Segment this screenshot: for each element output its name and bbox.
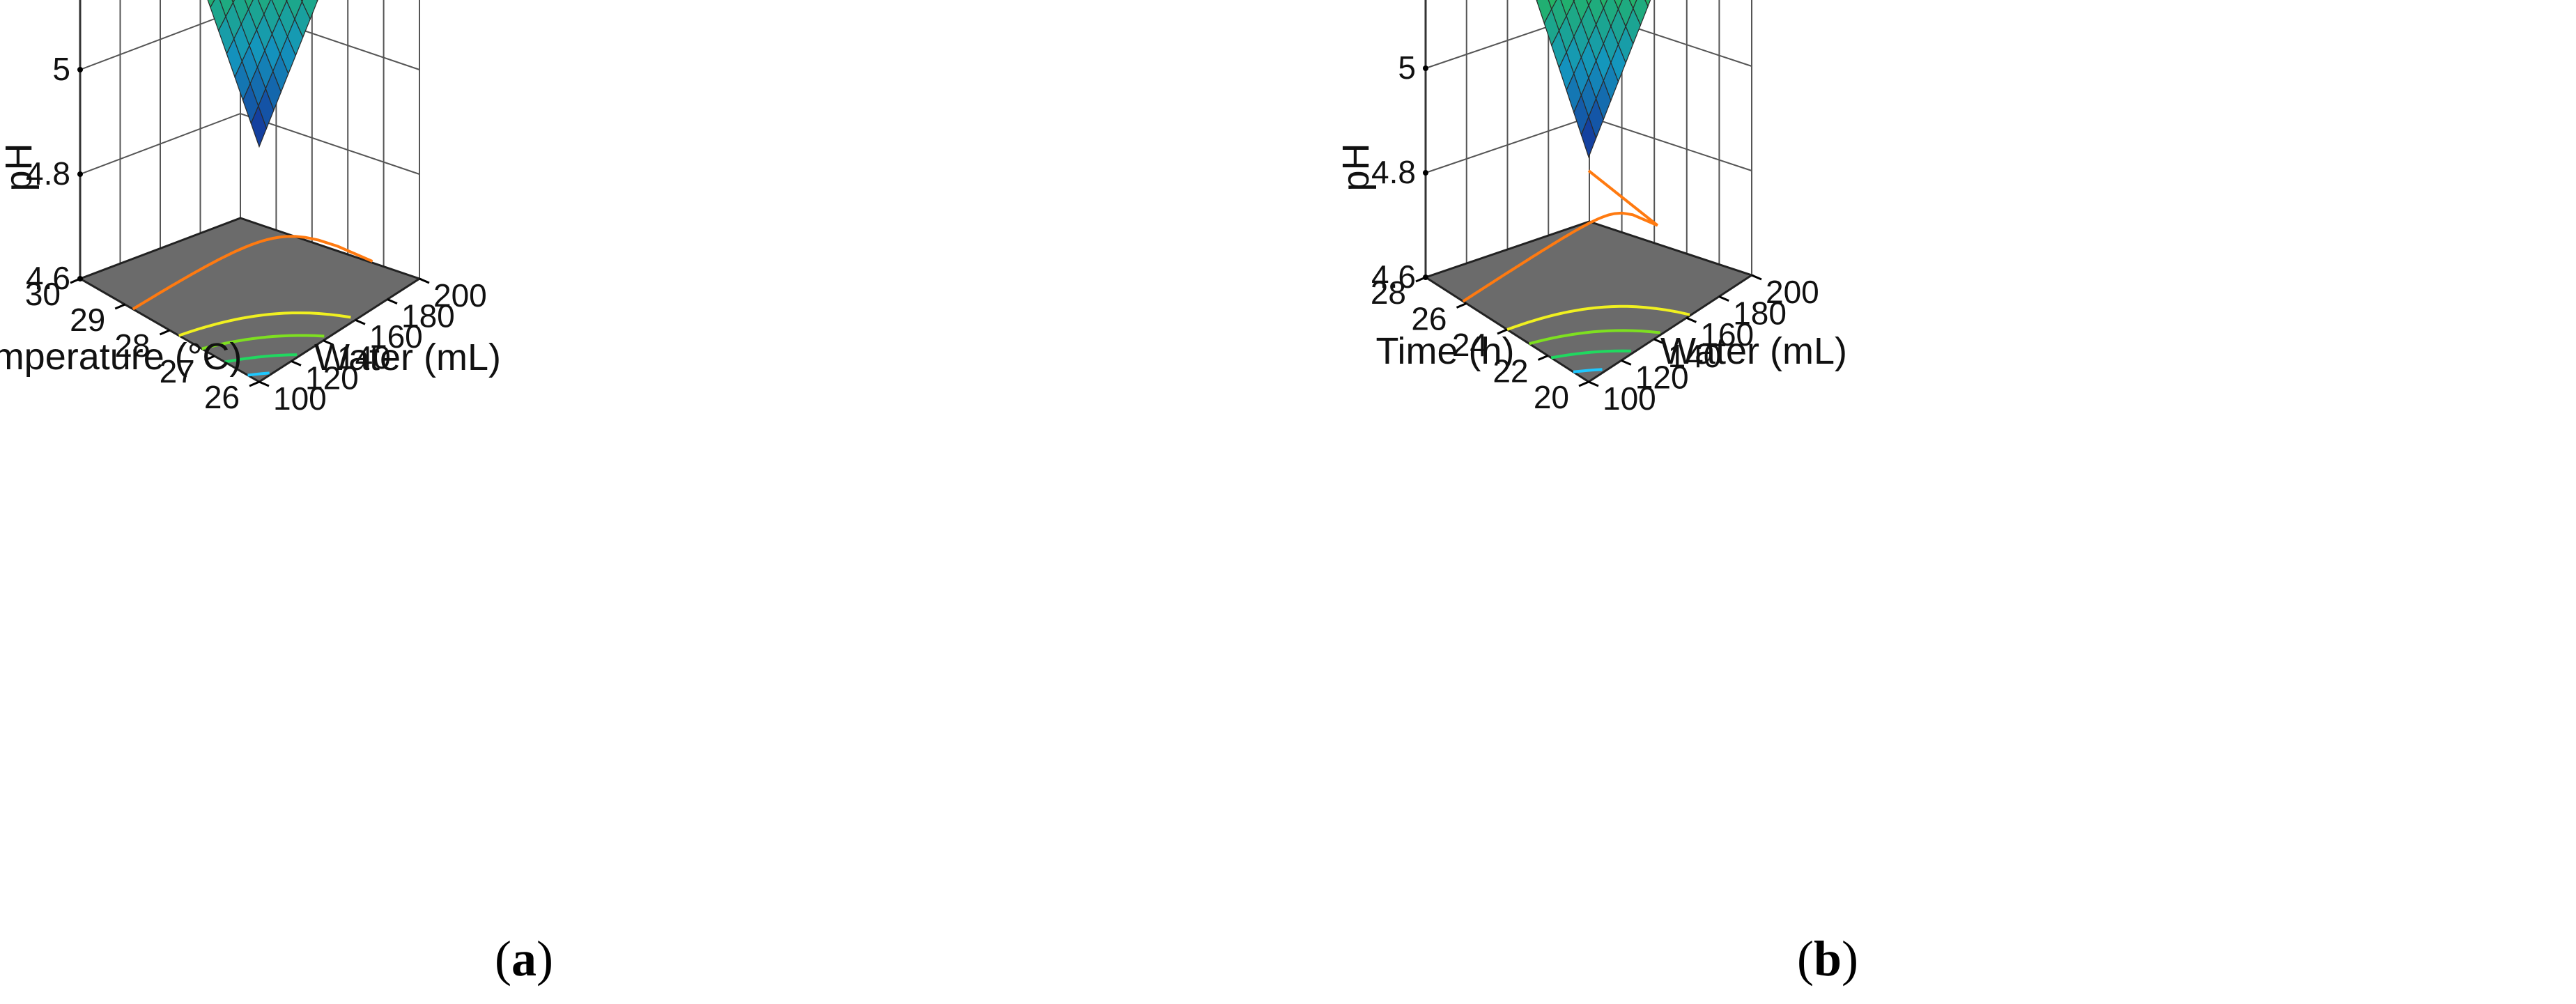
- z-tick-label: 4.6: [1371, 258, 1416, 295]
- y-tick-label: 180: [401, 298, 455, 334]
- surface-cell: [207, 0, 215, 9]
- x-tick-mark: [1497, 328, 1508, 335]
- y-tick-label: 200: [1766, 274, 1819, 310]
- contour-line: [224, 353, 298, 364]
- surface-cell: [244, 0, 254, 10]
- z-axis-label: pH: [0, 143, 40, 191]
- y-tick-label: 140: [337, 339, 391, 376]
- panel-label-letter: a: [511, 931, 537, 987]
- x-tick-label: 26: [204, 379, 240, 415]
- panel-label-open: (: [1797, 931, 1814, 987]
- x-axis-label: Temperature (°C): [0, 336, 242, 378]
- contour-line: [1550, 349, 1631, 360]
- x-tick-label: 28: [114, 327, 150, 364]
- x-tick-label: 20: [1534, 379, 1569, 415]
- surface-cell: [1580, 115, 1597, 159]
- y-tick-mark: [419, 277, 430, 284]
- x-tick-mark: [1537, 355, 1549, 361]
- y-tick-label: 100: [273, 380, 327, 417]
- surface-cell: [1628, 0, 1637, 10]
- y-axis-label: Water (mL): [314, 337, 501, 378]
- y-tick-label: 160: [369, 318, 423, 355]
- x-tick-mark: [1456, 302, 1467, 309]
- surface-cell: [1599, 0, 1608, 10]
- surface-cell: [1614, 0, 1623, 10]
- panel-label-close: ): [536, 931, 553, 987]
- surface-chart-b: 28262422201001201401601802004.64.855.25.…: [1335, 0, 1847, 417]
- surface-cell: [250, 105, 268, 148]
- chart-panel-b: 28262422201001201401601802004.64.855.25.…: [1288, 0, 2576, 1004]
- x-axis-label: Time (h): [1376, 330, 1515, 372]
- x-tick-mark: [204, 355, 215, 362]
- z-tick-dot: [1423, 65, 1428, 71]
- y-tick-label: 200: [433, 277, 487, 314]
- y-tick-mark: [323, 339, 334, 346]
- surface-cell: [1586, 0, 1592, 7]
- x-tick-label: 26: [1411, 301, 1447, 337]
- x-tick-label: 27: [160, 353, 195, 389]
- panel-label-b: (b): [1797, 930, 1858, 988]
- y-tick-label: 160: [1700, 316, 1754, 353]
- y-tick-mark: [1751, 274, 1762, 281]
- panel-label-open: (: [495, 931, 511, 987]
- contour-line: [247, 371, 270, 377]
- x-tick-label: 29: [70, 302, 105, 338]
- contour-line: [132, 235, 373, 311]
- chart-panel-a: 30292827261001201401601802004.64.855.25.…: [0, 0, 553, 988]
- y-tick-label: 140: [1668, 338, 1722, 374]
- contour-line: [178, 311, 351, 337]
- z-tick-label: 4.8: [26, 155, 70, 192]
- x-tick-label: 28: [1371, 275, 1406, 311]
- x-tick-mark: [159, 329, 171, 336]
- y-tick-label: 120: [1635, 359, 1689, 395]
- y-tick-mark: [355, 318, 366, 325]
- z-tick-dot: [77, 67, 83, 72]
- z-tick-dot: [1423, 275, 1428, 280]
- y-tick-label: 120: [305, 360, 359, 396]
- z-tick-label: 5: [52, 51, 70, 87]
- z-tick-label: 5: [1398, 49, 1416, 86]
- z-tick-dot: [77, 276, 83, 281]
- right-wall: [1589, 0, 1752, 275]
- y-tick-mark: [1718, 295, 1729, 302]
- contour-line: [1506, 304, 1690, 331]
- z-tick-label: 4.8: [1371, 154, 1416, 190]
- y-tick-mark: [259, 380, 270, 387]
- z-tick-dot: [77, 171, 83, 177]
- surface-cell: [1644, 0, 1651, 8]
- y-tick-mark: [1653, 338, 1665, 345]
- surface-chart-a: 30292827261001201401601802004.64.855.25.…: [0, 0, 501, 417]
- x-tick-label: 30: [25, 276, 61, 312]
- y-tick-mark: [291, 360, 302, 366]
- z-tick-label: 4.6: [26, 260, 70, 296]
- y-tick-mark: [1588, 380, 1599, 387]
- x-tick-mark: [249, 380, 260, 387]
- contour-line: [201, 334, 325, 350]
- panel-label-a: (a): [495, 930, 553, 988]
- contour-line: [1462, 169, 1659, 303]
- y-tick-mark: [1621, 360, 1632, 366]
- z-tick-dot: [1423, 170, 1428, 176]
- x-tick-label: 22: [1493, 353, 1528, 389]
- x-tick-mark: [1578, 380, 1589, 387]
- y-tick-mark: [1686, 316, 1697, 323]
- contour-line: [1573, 368, 1603, 373]
- z-axis-label: pH: [1335, 143, 1377, 191]
- y-tick-label: 100: [1603, 380, 1656, 417]
- panel-label-letter: b: [1813, 931, 1842, 987]
- y-tick-label: 180: [1733, 295, 1787, 332]
- contour-line: [1529, 329, 1660, 346]
- x-tick-mark: [114, 303, 125, 310]
- y-axis-label: Water (mL): [1660, 330, 1847, 372]
- panel-label-close: ): [1842, 931, 1859, 987]
- x-tick-label: 24: [1452, 327, 1488, 363]
- y-tick-mark: [387, 298, 398, 304]
- surface-cell: [1548, 0, 1557, 10]
